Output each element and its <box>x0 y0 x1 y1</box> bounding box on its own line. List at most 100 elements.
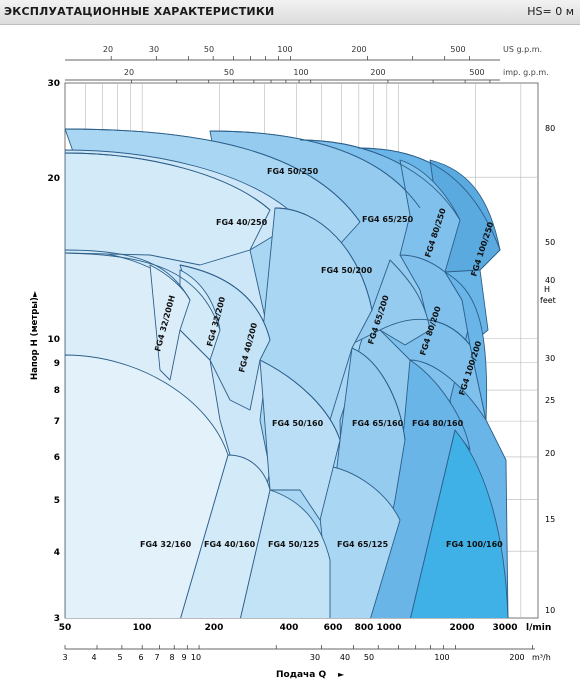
label-fg4-80-160: FG4 80/160 <box>412 419 464 428</box>
label-fg4-50-200: FG4 50/200 <box>321 266 373 275</box>
x-tick-800: 800 <box>355 623 374 633</box>
m3h-tick-6: 6 <box>138 653 143 662</box>
label-fg4-65-250: FG4 65/250 <box>362 215 414 224</box>
right-axis: 80 50 40 30 25 20 15 10 H feet <box>540 124 556 615</box>
x-axis-label: Подача Q <box>276 670 326 680</box>
ft-unit-feet: feet <box>540 296 556 305</box>
curve-line-50-250 <box>65 128 361 223</box>
m3h-tick-3: 3 <box>62 653 67 662</box>
y-axis-arrow: ► <box>30 290 39 297</box>
y-tick-10: 10 <box>47 335 60 345</box>
us-tick-500: 500 <box>450 45 465 54</box>
label-fg4-40-160: FG4 40/160 <box>204 540 256 549</box>
ft-tick-80: 80 <box>545 124 555 133</box>
y-tick-9: 9 <box>54 359 60 369</box>
label-fg4-50-160: FG4 50/160 <box>272 419 324 428</box>
curve-line-65-160 <box>351 347 406 441</box>
y-tick-7: 7 <box>54 417 60 427</box>
curve-line-32-200 <box>65 252 221 331</box>
y-tick-8: 8 <box>54 386 60 396</box>
ft-tick-50: 50 <box>545 238 555 247</box>
x-axis-arrow: ► <box>338 670 345 679</box>
us-tick-20: 20 <box>103 45 113 54</box>
left-axis: 30 20 10 9 8 7 6 5 4 3 Напор H (метры) ► <box>30 79 60 624</box>
y-axis-label: Напор H (метры) <box>30 297 40 380</box>
m3h-tick-7: 7 <box>154 653 159 662</box>
curve-line-50-200 <box>274 207 373 311</box>
y-tick-30: 30 <box>47 79 60 89</box>
m3h-tick-40: 40 <box>340 653 350 662</box>
curve-line-80-200 <box>379 318 471 346</box>
m3h-tick-30: 30 <box>310 653 320 662</box>
area-fg4-32-160 <box>65 354 229 618</box>
curve-line-40-250 <box>65 152 271 211</box>
label-fg4-32-160: FG4 32/160 <box>140 540 192 549</box>
pump-curves <box>65 128 509 618</box>
y-tick-6: 6 <box>54 453 60 463</box>
x-tick-50: 50 <box>59 623 72 633</box>
y-tick-5: 5 <box>54 496 60 506</box>
m3h-tick-50: 50 <box>364 653 374 662</box>
bottom-axis-lmin: 50 100 200 400 600 800 1000 2000 3000 l/… <box>59 623 552 633</box>
y-tick-20: 20 <box>47 174 60 184</box>
m3h-tick-100: 100 <box>434 653 449 662</box>
imp-tick-200: 200 <box>370 68 385 77</box>
label-fg4-65-160: FG4 65/160 <box>352 419 404 428</box>
x-tick-1000: 1000 <box>376 623 401 633</box>
label-fg4-50-250: FG4 50/250 <box>267 167 319 176</box>
x-tick-3000: 3000 <box>492 623 517 633</box>
ft-unit-h: H <box>544 285 550 294</box>
us-tick-50: 50 <box>204 45 214 54</box>
label-fg4-100-160: FG4 100/160 <box>446 540 503 549</box>
suction-head-label: HS= 0 м <box>527 5 574 18</box>
us-gpm-axis-label: US g.p.m. <box>503 45 542 54</box>
x-tick-400: 400 <box>280 623 299 633</box>
y-tick-4: 4 <box>54 548 60 558</box>
m3h-tick-9: 9 <box>181 653 186 662</box>
m3h-tick-8: 8 <box>169 653 174 662</box>
area-fg4-100-200 <box>444 271 488 421</box>
curve-line-80-250 <box>299 139 461 221</box>
m3h-tick-5: 5 <box>117 653 122 662</box>
label-fg4-50-125: FG4 50/125 <box>268 540 320 549</box>
x-tick-600: 600 <box>324 623 343 633</box>
curve-line-65-250 <box>209 130 421 209</box>
ft-tick-25: 25 <box>545 396 555 405</box>
chart-title: ЭКСПЛУАТАЦИОННЫЕ ХАРАКТЕРИСТИКИ <box>4 5 275 18</box>
x-unit-m3h: m³/h <box>532 653 551 662</box>
curve-line-40-200 <box>179 264 271 341</box>
imp-tick-50: 50 <box>224 68 234 77</box>
m3h-tick-10: 10 <box>191 653 201 662</box>
imp-tick-500: 500 <box>469 68 484 77</box>
imp-tick-20: 20 <box>124 68 134 77</box>
x-tick-2000: 2000 <box>449 623 474 633</box>
curve-line-32-200h <box>65 249 191 301</box>
label-fg4-65-125: FG4 65/125 <box>337 540 389 549</box>
m3h-tick-marks <box>64 645 533 649</box>
ft-tick-40: 40 <box>545 276 555 285</box>
y-tick-3: 3 <box>54 614 60 624</box>
label-fg4-40-250: FG4 40/250 <box>216 218 268 227</box>
bottom-axis-m3h: 3 4 5 6 7 8 9 10 30 40 50 100 200 m³/h П… <box>62 645 551 680</box>
m3h-tick-200: 200 <box>509 653 524 662</box>
ft-tick-10: 10 <box>545 606 555 615</box>
imp-gpm-axis-label: imp. g.p.m. <box>503 68 549 77</box>
us-tick-30: 30 <box>149 45 159 54</box>
area-fg4-40-160 <box>180 454 271 618</box>
area-fg4-32-200 <box>179 269 221 361</box>
us-tick-100: 100 <box>277 45 292 54</box>
curve-line-100-250 <box>357 147 501 251</box>
chart-header: ЭКСПЛУАТАЦИОННЫЕ ХАРАКТЕРИСТИКИ HS= 0 м <box>0 0 580 25</box>
us-tick-200: 200 <box>351 45 366 54</box>
area-fg4-65-200 <box>349 259 431 346</box>
curve-line-50-160 <box>259 359 341 441</box>
imp-tick-100: 100 <box>293 68 308 77</box>
ft-tick-30: 30 <box>545 354 555 363</box>
m3h-tick-4: 4 <box>91 653 96 662</box>
x-tick-200: 200 <box>205 623 224 633</box>
x-tick-100: 100 <box>133 623 152 633</box>
x-unit-lmin: l/min <box>526 623 551 633</box>
area-fg4-80-250 <box>399 159 461 273</box>
us-gpm-ticks <box>110 56 470 60</box>
